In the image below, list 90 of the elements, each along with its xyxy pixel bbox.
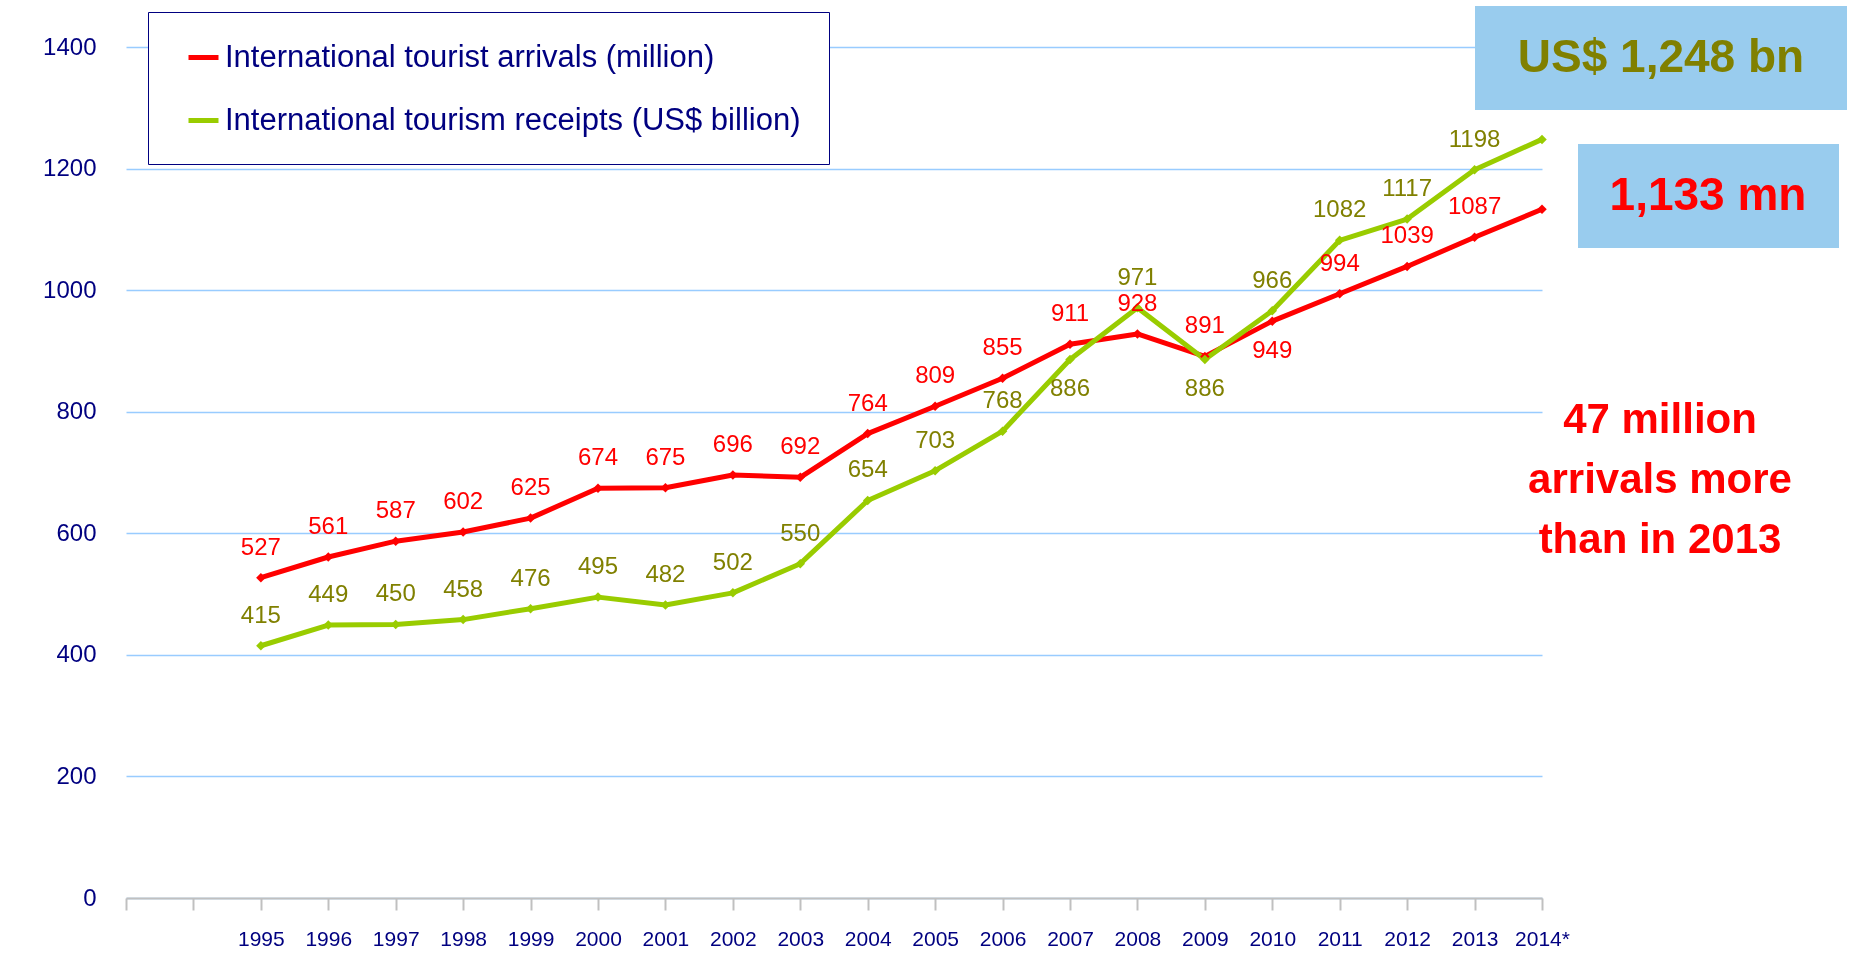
data-label: 971 (1117, 262, 1158, 290)
data-label: 561 (308, 511, 349, 539)
x-tick-label: 1995 (238, 926, 285, 950)
data-label: 495 (577, 552, 619, 580)
data-label: 527 (240, 532, 281, 560)
y-tick-label: 200 (56, 761, 97, 789)
annotation: US$ 1,248 bn (1517, 30, 1805, 82)
data-label: 1087 (1447, 192, 1502, 220)
x-tick-label: 2008 (1114, 926, 1162, 950)
data-label: 654 (847, 455, 888, 483)
y-tick-label: 0 (83, 883, 97, 911)
data-label: 855 (982, 333, 1023, 361)
point (1334, 235, 1345, 246)
data-label: 891 (1184, 311, 1225, 339)
data-label: 502 (712, 547, 753, 575)
point (795, 558, 806, 569)
data-label: 449 (308, 580, 349, 608)
y-tick-label: 1000 (43, 275, 97, 303)
point (256, 572, 266, 583)
x-tick-label: 2001 (642, 926, 690, 950)
x-tick-label: 2010 (1249, 926, 1297, 950)
data-label: 1039 (1380, 221, 1434, 249)
data-label: 809 (915, 361, 956, 389)
x-tick-label: 2012 (1384, 926, 1431, 950)
x-tick-label: 2009 (1182, 926, 1229, 950)
y-tick-label: 600 (56, 518, 97, 546)
data-label: 602 (443, 487, 484, 515)
data-label: 696 (712, 429, 753, 457)
x-tick-label: 2013 (1451, 926, 1499, 950)
x-tick-label: 2003 (777, 926, 825, 950)
text: 1,133 mn (1609, 168, 1807, 220)
data-label: 928 (1117, 288, 1158, 316)
data-label: 1198 (1448, 124, 1501, 152)
y-tick-label: 800 (56, 397, 97, 425)
data-label: 625 (510, 473, 551, 501)
point (997, 373, 1008, 384)
annotation: 47 million arrivals more than in 2013 (1528, 395, 1792, 562)
data-label: 415 (240, 600, 281, 628)
data-label: 764 (847, 388, 888, 416)
point (930, 401, 940, 411)
point (1267, 306, 1278, 316)
data-label: 550 (780, 518, 821, 546)
point (930, 465, 940, 476)
point (862, 428, 873, 439)
x-tick-label: 2004 (844, 926, 892, 950)
y-tick-label: 400 (56, 640, 97, 668)
x-tick-label: 1999 (507, 926, 555, 950)
data-label: 886 (1049, 374, 1091, 402)
data-label: 482 (645, 560, 686, 588)
x-tick-label: 1996 (305, 926, 353, 950)
point (256, 641, 266, 651)
x-tick-label: 1998 (440, 926, 487, 950)
legend-label: International tourism receipts (US$ billion) (225, 101, 801, 137)
data-label: 768 (982, 386, 1023, 414)
point (862, 495, 873, 506)
x-tick-label: 2014* (1515, 926, 1570, 950)
x-tick-label: 2005 (912, 926, 959, 950)
data-label: 703 (915, 425, 956, 453)
point (1537, 134, 1547, 145)
data-label: 1117 (1382, 174, 1433, 202)
data-label: 966 (1252, 265, 1293, 293)
data-label: 886 (1184, 374, 1225, 402)
data-label: 450 (375, 579, 416, 607)
x-tick-label: 2006 (979, 926, 1027, 950)
x-tick-label: 2000 (575, 926, 622, 950)
data-label: 1082 (1313, 195, 1367, 223)
point (1469, 165, 1480, 175)
data-label: 476 (510, 563, 551, 591)
point (1469, 232, 1480, 242)
x-tick-label: 2002 (710, 926, 757, 950)
point (1402, 261, 1412, 272)
point (1267, 316, 1278, 326)
data-label: 994 (1319, 248, 1360, 276)
point (1537, 204, 1547, 215)
data-label: 587 (375, 496, 416, 524)
x-tick-label: 2007 (1047, 926, 1094, 950)
data-label: 675 (645, 442, 686, 470)
point (997, 426, 1008, 436)
point (1334, 289, 1345, 299)
data-label: 692 (780, 432, 821, 460)
y-tick-label: 1200 (43, 154, 97, 182)
legend-label: International tourist arrivals (million) (225, 38, 715, 74)
x-tick-label: 1997 (372, 926, 420, 950)
data-label: 458 (443, 574, 484, 602)
data-label: 949 (1252, 336, 1293, 364)
data-label: 674 (577, 443, 619, 471)
point (1065, 354, 1075, 365)
data-label: 911 (1050, 299, 1090, 327)
x-tick-label: 2011 (1317, 926, 1363, 950)
y-tick-label: 1400 (43, 32, 97, 60)
